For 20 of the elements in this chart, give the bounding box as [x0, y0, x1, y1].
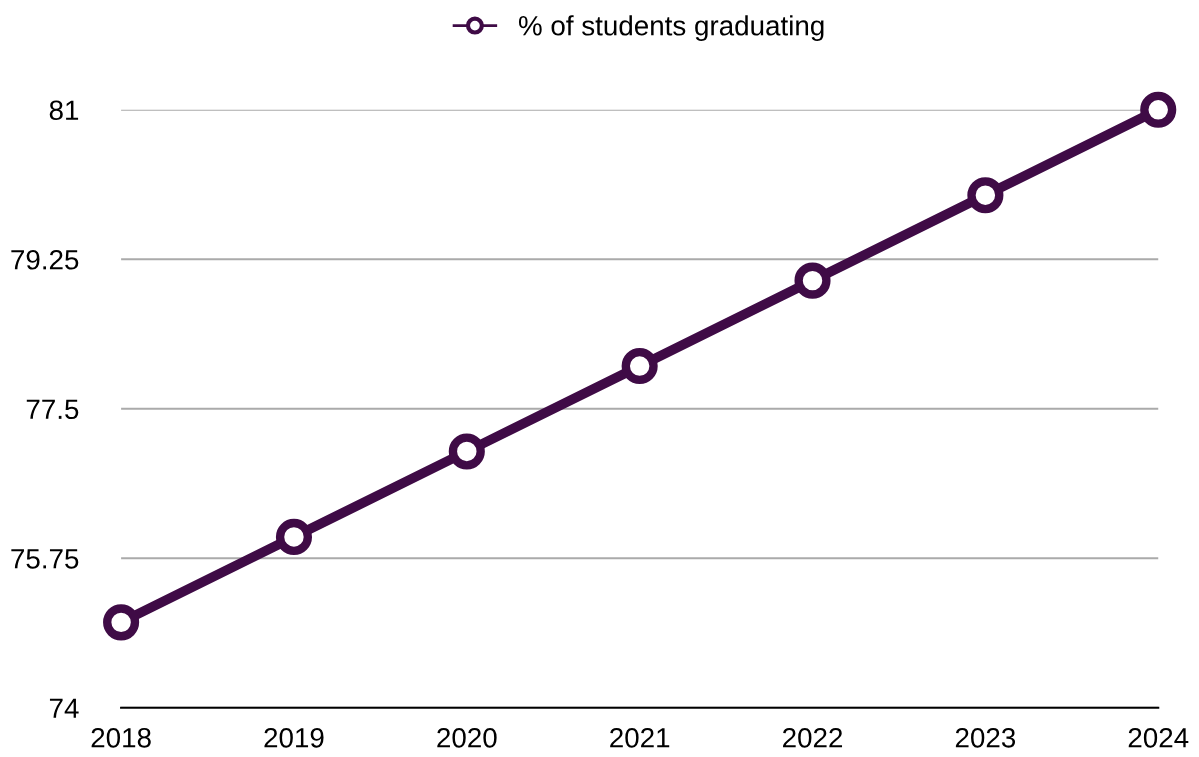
point: [1140, 91, 1177, 128]
x-tick-label: 2020: [437, 727, 497, 748]
y-tick-label: 77.5: [26, 399, 79, 420]
x-tick-label: 2024: [1128, 727, 1189, 748]
y-tick-label: 81: [49, 100, 79, 121]
point: [621, 348, 658, 385]
point: [275, 518, 313, 555]
x-tick-label: 2019: [264, 727, 324, 748]
point: [794, 262, 831, 299]
point: [103, 604, 140, 641]
x-tick-label: 2022: [783, 727, 843, 748]
x-tick-label: 2023: [955, 727, 1016, 748]
x-tick-label: 2018: [91, 727, 151, 748]
y-tick-label: 74: [49, 698, 79, 718]
point: [448, 433, 485, 470]
y-tick-label: 75.75: [11, 549, 79, 569]
legend-label: % of students graduating: [518, 15, 824, 42]
x-tick-label: 2021: [610, 727, 670, 748]
y-tick-label: 79.25: [11, 249, 79, 270]
point: [967, 177, 1004, 214]
